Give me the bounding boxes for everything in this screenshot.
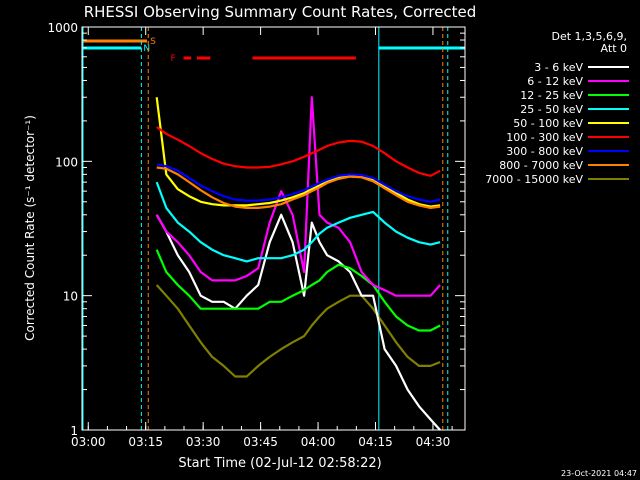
series-line — [156, 126, 441, 177]
series-line — [156, 163, 441, 203]
legend-item: 800 - 7000 keV — [499, 159, 583, 172]
x-axis-label: Start Time (02-Jul-12 02:58:22) — [178, 456, 381, 471]
series-line — [155, 249, 441, 332]
chart-title: RHESSI Observing Summary Count Rates, Co… — [84, 3, 477, 21]
legend-item: 6 - 12 keV — [527, 75, 583, 88]
x-tick-label: 04:00 — [301, 435, 336, 449]
x-tick-label: 03:00 — [71, 435, 106, 449]
legend-item: 100 - 300 keV — [506, 131, 583, 144]
x-axis: 03:00 03:15 03:30 03:45 04:00 04:15 04:30 — [71, 27, 453, 449]
y-tick-label: 1000 — [47, 21, 78, 35]
series-line — [156, 166, 441, 209]
series-line — [155, 97, 441, 208]
plot-frame — [81, 26, 466, 431]
x-tick-label: 03:30 — [186, 435, 221, 449]
saa-flag-label: S — [150, 37, 156, 47]
y-tick-label: 100 — [55, 155, 78, 169]
x-tick-label: 04:15 — [358, 435, 393, 449]
night-flag-label: N — [143, 44, 150, 54]
flare-flag-label: F — [170, 54, 175, 64]
y-tick-label: 1 — [70, 424, 78, 438]
legend-title-line2: Att 0 — [601, 42, 627, 55]
x-tick-label: 03:15 — [128, 435, 163, 449]
footer-date: 23-Oct-2021 04:47 — [561, 469, 637, 478]
series-line — [155, 181, 441, 263]
y-axis: 1 10 100 1000 — [47, 21, 465, 438]
legend-item: 3 - 6 keV — [534, 61, 583, 74]
series-line — [155, 284, 441, 378]
series-line — [155, 96, 441, 297]
legend-item: 25 - 50 keV — [520, 103, 583, 116]
legend-item: 12 - 25 keV — [520, 89, 583, 102]
legend-title-line1: Det 1,3,5,6,9, — [551, 30, 627, 43]
legend-item: 50 - 100 keV — [513, 117, 583, 130]
plot-area: SN F — [82, 27, 465, 431]
legend-item: 7000 - 15000 keV — [485, 173, 583, 186]
series-line — [155, 213, 441, 431]
x-tick-label: 03:45 — [243, 435, 278, 449]
legend-item: 300 - 800 keV — [506, 145, 583, 158]
y-tick-label: 10 — [63, 290, 78, 304]
x-tick-label: 04:30 — [416, 435, 451, 449]
y-axis-label: Corrected Count Rate (s⁻¹ detector⁻¹) — [23, 115, 37, 341]
